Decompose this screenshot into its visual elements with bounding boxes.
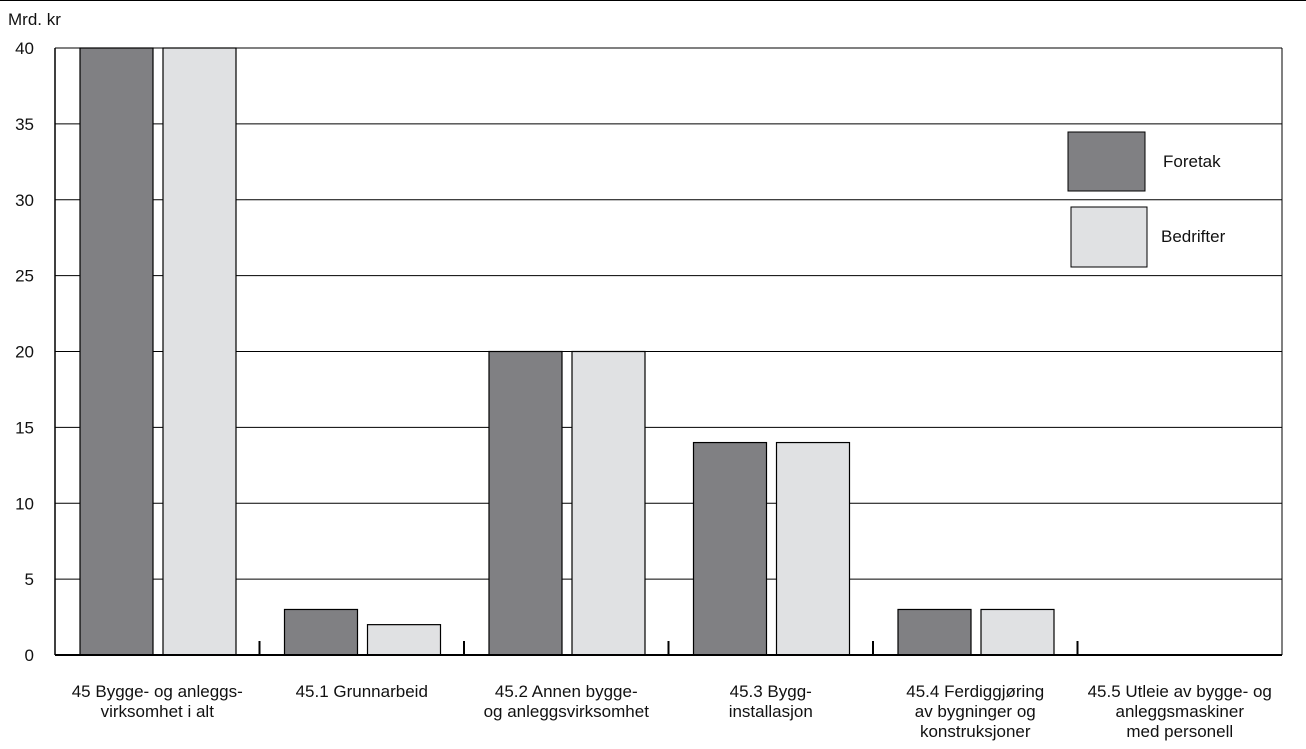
bar-bedrifter-4: [980, 608, 1055, 656]
x-tick-label: 45.3 Bygg-: [730, 682, 812, 701]
y-tick-label: 10: [15, 494, 34, 513]
bar-foretak-0: [79, 47, 154, 656]
legend-swatch-foretak: [1067, 131, 1146, 192]
x-tick-labels: 45 Bygge- og anleggs-virksomhet i alt 45.…: [72, 682, 1272, 741]
x-tick-label: med personell: [1126, 722, 1233, 741]
y-tick-label: 15: [15, 418, 34, 437]
x-tick-label: 45 Bygge- og anleggs-: [72, 682, 243, 701]
y-tick-label: 35: [15, 115, 34, 134]
bar-foretak-1: [283, 608, 359, 656]
y-axis-label: Mrd. kr: [8, 10, 61, 29]
bars: [79, 47, 1055, 656]
x-tick-label: konstruksjoner: [920, 722, 1031, 741]
y-tick-labels: 0 5 10 15 20 25 30 35 40: [15, 39, 34, 665]
gridlines: [55, 47, 1282, 580]
bar-bedrifter-3: [775, 441, 851, 656]
x-tick-label: 45.5 Utleie av bygge- og: [1088, 682, 1272, 701]
x-tick-label: virksomhet i alt: [101, 702, 215, 721]
bar-foretak-4: [897, 608, 972, 656]
y-tick-label: 40: [15, 39, 34, 58]
axes: [54, 48, 1283, 656]
x-tick-label: 45.1 Grunnarbeid: [296, 682, 428, 701]
legend-label-bedrifter: Bedrifter: [1161, 227, 1226, 246]
y-tick-label: 30: [15, 191, 34, 210]
y-tick-label: 5: [25, 570, 34, 589]
bar-bedrifter-2: [571, 350, 646, 656]
legend-swatch-bedrifter: [1070, 206, 1148, 268]
y-tick-label: 20: [15, 343, 34, 362]
x-tick-label: 45.2 Annen bygge-: [495, 682, 638, 701]
x-tick-label: anleggsmaskiner: [1115, 702, 1244, 721]
y-tick-label: 25: [15, 267, 34, 286]
y-tick-label: 0: [25, 646, 34, 665]
x-tick-label: installasjon: [729, 702, 813, 721]
x-tick-label: av bygninger og: [915, 702, 1036, 721]
bar-foretak-3: [692, 441, 768, 656]
bar-bedrifter-1: [366, 624, 442, 656]
bar-bedrifter-0: [162, 47, 237, 656]
bar-foretak-2: [488, 350, 563, 656]
legend: Foretak Bedrifter: [1067, 131, 1226, 268]
x-tick-label: 45.4 Ferdiggjøring: [906, 682, 1044, 701]
legend-label-foretak: Foretak: [1163, 152, 1221, 171]
x-tick-label: og anleggsvirksomhet: [484, 702, 650, 721]
